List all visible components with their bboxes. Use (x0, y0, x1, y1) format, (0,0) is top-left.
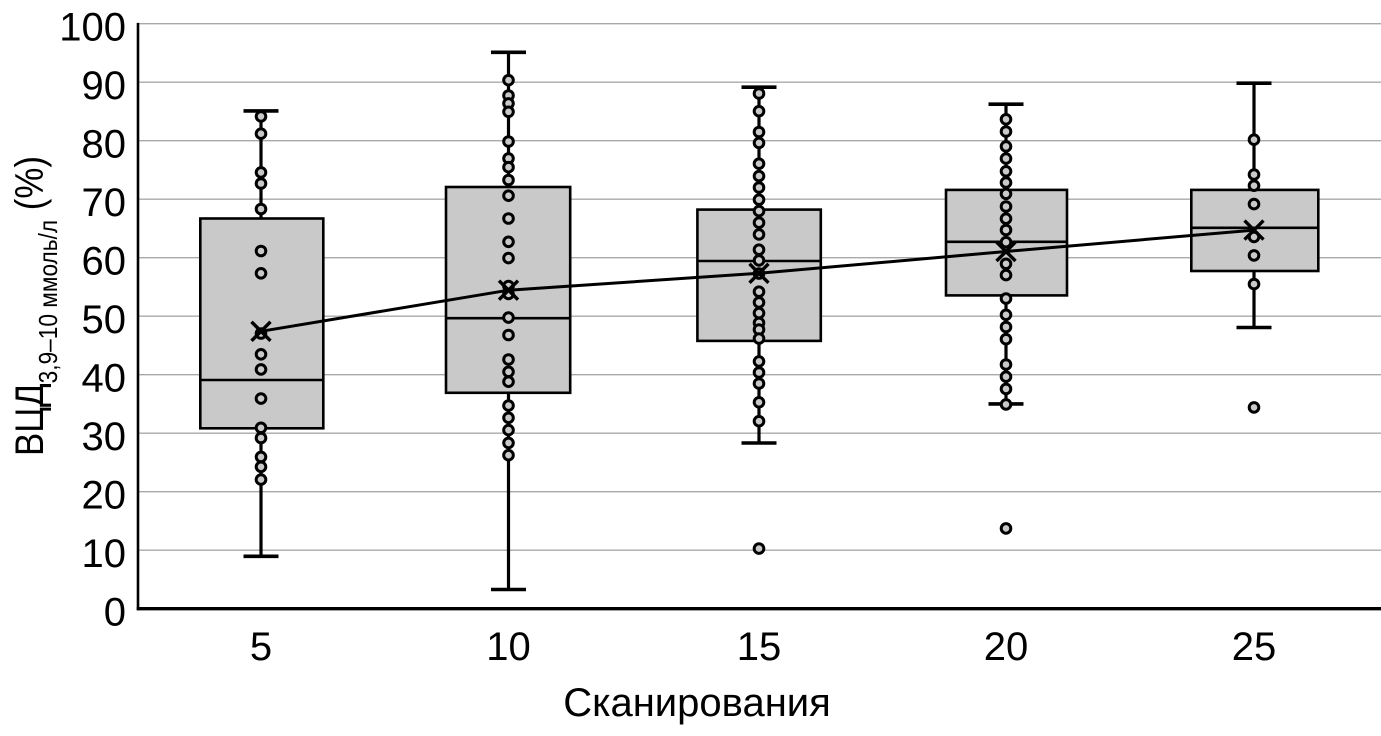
svg-text:60: 60 (82, 240, 127, 284)
svg-text:5: 5 (250, 625, 272, 669)
svg-text:25: 25 (1232, 625, 1277, 669)
svg-text:30: 30 (82, 415, 127, 459)
svg-text:20: 20 (82, 474, 127, 518)
svg-text:80: 80 (82, 123, 127, 167)
svg-text:100: 100 (59, 6, 126, 50)
svg-text:Сканирования: Сканирования (563, 681, 831, 725)
svg-text:50: 50 (82, 298, 127, 342)
svg-text:90: 90 (82, 64, 127, 108)
svg-text:0: 0 (104, 591, 126, 635)
svg-text:10: 10 (82, 532, 127, 576)
svg-text:10: 10 (486, 625, 531, 669)
svg-text:15: 15 (737, 625, 782, 669)
svg-text:20: 20 (984, 625, 1029, 669)
svg-text:70: 70 (82, 181, 127, 225)
svg-text:40: 40 (82, 357, 127, 401)
